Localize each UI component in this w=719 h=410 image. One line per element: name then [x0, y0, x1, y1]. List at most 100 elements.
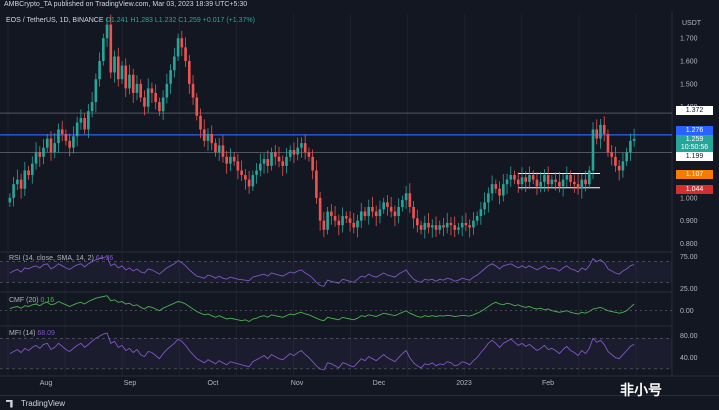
candle-body	[558, 181, 561, 187]
candle-body	[565, 175, 569, 180]
candle-body	[617, 165, 621, 171]
candle-body	[554, 179, 557, 182]
candle-body	[57, 129, 60, 144]
candle-body	[513, 175, 516, 180]
candle-body	[430, 225, 434, 228]
candle-body	[87, 111, 90, 130]
candle-body	[595, 129, 599, 139]
candle-body	[53, 143, 57, 153]
candle-body	[337, 220, 341, 226]
candle-body	[371, 206, 374, 212]
candle-body	[487, 193, 490, 203]
candle-body	[191, 83, 195, 98]
candle-body	[244, 175, 247, 180]
candle-body	[113, 56, 116, 73]
candle-body	[587, 170, 591, 185]
candle-body	[75, 122, 79, 137]
candle-body	[610, 152, 614, 157]
candle-body	[229, 156, 232, 164]
publisher-text: AMBCrypto_TA published on TradingView.co…	[4, 1, 248, 8]
candle-body	[606, 134, 610, 153]
candle-body	[614, 156, 617, 166]
candle-body	[16, 179, 19, 185]
candle-body	[318, 197, 322, 221]
candle-body	[498, 188, 501, 196]
candle-body	[307, 152, 311, 157]
candle-body	[528, 175, 531, 182]
candle-body	[251, 175, 255, 187]
candle-body	[199, 115, 202, 130]
candle-body	[270, 152, 273, 166]
candle-body	[341, 216, 344, 226]
candle-body	[259, 163, 262, 171]
candle-body	[322, 220, 326, 230]
price-axis-currency: USDT	[682, 20, 702, 27]
candle-body	[23, 170, 27, 189]
candle-body	[516, 179, 520, 185]
symbol-legend[interactable]: EOS / TetherUS, 1D, BINANCE O1.241 H1.28…	[6, 17, 255, 24]
candle-body	[531, 175, 535, 180]
cmf-legend[interactable]: CMF (20) 0.16	[9, 297, 54, 304]
cmf-label: CMF (20)	[9, 297, 39, 304]
candle-body	[569, 175, 572, 182]
time-tick-label: Aug	[40, 380, 53, 387]
candle-body	[135, 83, 139, 93]
rsi-legend[interactable]: RSI (14, close, SMA, 14, 2) 64.36	[9, 255, 113, 262]
cmf-value: 0.16	[40, 297, 55, 304]
candle-body	[374, 211, 378, 217]
candle-body	[501, 184, 505, 196]
candle-body	[64, 134, 68, 141]
candle-body	[109, 24, 113, 73]
candle-body	[292, 149, 296, 155]
candle-body	[367, 206, 371, 217]
candle-body	[49, 138, 53, 153]
candle-body	[550, 179, 554, 185]
candle-body	[479, 209, 483, 217]
candle-body	[520, 177, 524, 185]
price-tick-label: 1.000	[680, 195, 698, 202]
time-tick-label: Oct	[208, 380, 219, 387]
candle-body	[247, 179, 251, 187]
candle-body	[206, 134, 210, 141]
mfi-legend[interactable]: MFI (14) 68.09	[9, 330, 55, 337]
candle-body	[281, 161, 285, 166]
level-1044-badge: 1.044	[676, 185, 713, 194]
rsi-label: RSI (14, close, SMA, 14, 2)	[9, 255, 94, 262]
candle-body	[83, 118, 86, 130]
candle-body	[131, 74, 135, 93]
candle-body	[330, 211, 333, 217]
candle-body	[94, 79, 98, 103]
candle-body	[408, 193, 412, 207]
candle-body	[202, 129, 206, 141]
candle-body	[543, 175, 546, 182]
tradingview-brand: TradingView	[21, 399, 66, 408]
candle-body	[42, 147, 45, 157]
level-1107-badge: 1.107	[676, 170, 713, 179]
candle-body	[591, 129, 595, 171]
candle-body	[45, 138, 49, 148]
candle-body	[225, 156, 228, 164]
candle-body	[72, 136, 75, 148]
candle-body	[38, 152, 42, 157]
chart-canvas[interactable]: USDT1.7001.6001.5001.4001.0000.9000.8007…	[0, 0, 719, 395]
cmf-tick-label: 0.00	[680, 308, 694, 315]
candle-body	[12, 184, 15, 198]
candle-body	[214, 143, 217, 153]
current-price-badge: 1.259	[676, 135, 713, 144]
candle-body	[333, 216, 337, 221]
price-tick-label: 0.800	[680, 241, 698, 248]
candle-body	[524, 177, 528, 182]
candle-body	[434, 225, 438, 230]
tradingview-logo[interactable]: TradingView	[6, 399, 65, 408]
candle-body	[468, 225, 471, 228]
candle-body	[236, 161, 240, 171]
candle-body	[505, 179, 509, 185]
candle-body	[475, 216, 479, 221]
candle-body	[161, 97, 165, 112]
time-tick-label: Feb	[542, 380, 554, 387]
candle-body	[546, 175, 550, 185]
candle-body	[453, 225, 457, 230]
publisher-bar: AMBCrypto_TA published on TradingView.co…	[0, 0, 719, 12]
candle-body	[576, 184, 580, 189]
candle-body	[273, 152, 277, 157]
